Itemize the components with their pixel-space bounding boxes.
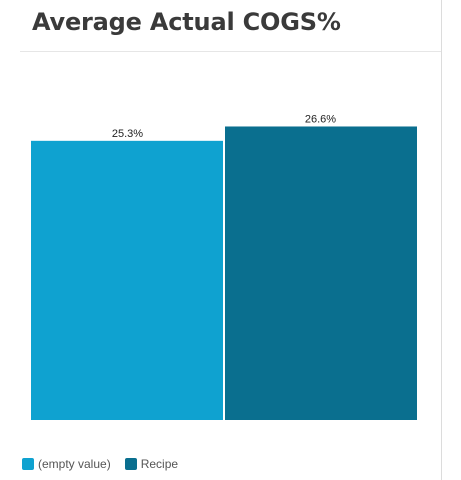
bar-chart: 25.3% 26.6% (31, 113, 417, 421)
title-divider (20, 51, 441, 52)
legend-label: Recipe (140, 457, 179, 471)
bar-empty-value[interactable] (31, 140, 223, 421)
bar-value-label: 26.6% (305, 113, 336, 125)
legend-item-recipe[interactable]: Recipe (124, 457, 179, 471)
legend-swatch (22, 458, 34, 470)
legend-item-empty-value[interactable]: (empty value) (22, 457, 111, 471)
panel-border (441, 0, 442, 480)
chart-legend: (empty value) Recipe (22, 457, 192, 471)
bar-value-label: 25.3% (112, 128, 143, 140)
chart-panel: Average Actual COGS% 25.3% 26.6% (empty v… (20, 8, 441, 471)
chart-title: Average Actual COGS% (32, 8, 341, 36)
legend-label: (empty value) (38, 457, 111, 471)
legend-swatch (124, 458, 137, 470)
bar-recipe[interactable] (225, 126, 417, 420)
